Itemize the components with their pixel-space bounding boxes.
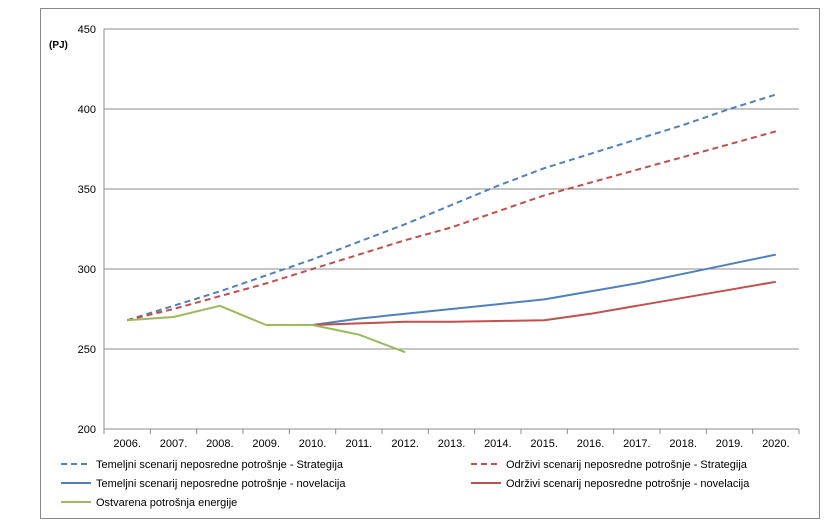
x-tick-label: 2008. [206, 438, 234, 450]
legend: Temeljni scenarij neposredne potrošnje -… [61, 459, 750, 509]
chart-frame: 200 250 300 350 400 450 2006. 2007. 2008. 2009. 20… [40, 8, 820, 519]
legend-label-1: Temeljni scenarij neposredne potrošnje -… [96, 459, 344, 471]
x-tick-label: 2018. [669, 438, 697, 450]
x-tick-label: 2015. [530, 438, 558, 450]
y-tick-label: 250 [78, 344, 96, 356]
x-tick-label: 2010. [299, 438, 327, 450]
x-tick-label: 2013. [438, 438, 466, 450]
series-line-5 [127, 304, 406, 354]
x-tick-label: 2011. [345, 438, 372, 450]
x-tick-label: 2017. [623, 438, 651, 450]
series-line-3 [312, 253, 777, 326]
line-chart: 200 250 300 350 400 450 2006. 2007. 2008. 2009. 20… [49, 24, 800, 509]
x-tick-label: 2009. [252, 438, 280, 450]
y-tick-label: 200 [78, 424, 96, 436]
y-tick-label: 450 [78, 24, 96, 36]
y-tick-label: 400 [78, 104, 96, 116]
y-tick-label: 350 [78, 184, 96, 196]
y-tick-label: 300 [78, 264, 96, 276]
legend-label-3: Temeljni scenarij neposredne potrošnje -… [96, 478, 346, 490]
series-line-4 [312, 280, 776, 326]
x-tick-label: 2020. [762, 438, 790, 450]
x-tick-label: 2016. [577, 438, 605, 450]
series-lines [126, 93, 777, 354]
x-tick-label: 2014. [484, 438, 512, 450]
x-tick-label: 2019. [716, 438, 744, 450]
x-tick-label: 2006. [113, 438, 141, 450]
y-axis-unit-label: (PJ) [49, 40, 68, 51]
axes: 200 250 300 350 400 450 2006. 2007. 2008. 2009. 20… [78, 24, 800, 450]
gridlines [104, 28, 799, 430]
series-line-1 [126, 93, 777, 322]
legend-label-2: Održivi scenarij neposredne potrošnje - … [506, 459, 748, 471]
x-tick-label: 2007. [160, 438, 188, 450]
legend-label-5: Ostvarena potrošnja energije [96, 497, 237, 509]
x-tick-label: 2012. [391, 438, 419, 450]
series-line-2 [126, 130, 777, 322]
legend-label-4: Održivi scenarij neposredne potrošnje - … [506, 478, 750, 490]
